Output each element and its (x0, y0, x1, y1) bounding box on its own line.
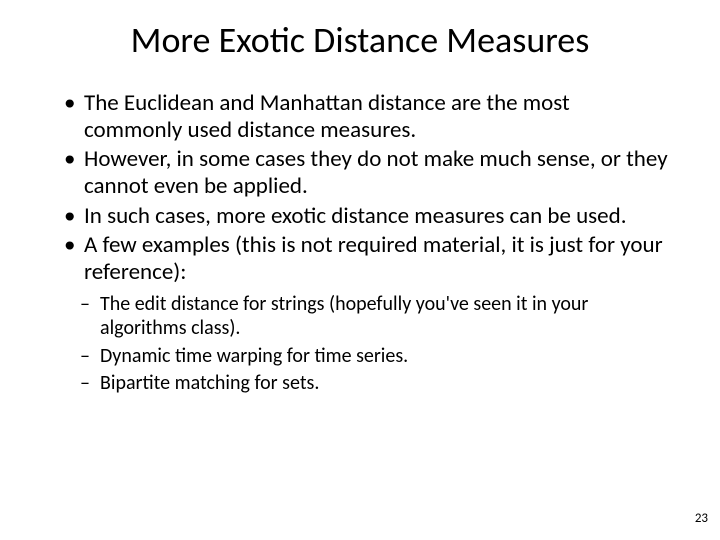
slide-title: More Exotic Distance Measures (50, 18, 670, 62)
sub-bullet-item: The edit distance for strings (hopefully… (80, 292, 670, 341)
page-number: 23 (695, 511, 708, 526)
bullet-item: However, in some cases they do not make … (62, 146, 670, 200)
bullet-item: A few examples (this is not required mat… (62, 232, 670, 286)
bullet-item: In such cases, more exotic distance meas… (62, 203, 670, 230)
slide-container: More Exotic Distance Measures The Euclid… (0, 0, 720, 418)
bullet-item: The Euclidean and Manhattan distance are… (62, 90, 670, 144)
main-bullet-list: The Euclidean and Manhattan distance are… (50, 90, 670, 286)
sub-bullet-item: Bipartite matching for sets. (80, 371, 670, 395)
sub-bullet-item: Dynamic time warping for time series. (80, 344, 670, 368)
sub-bullet-list: The edit distance for strings (hopefully… (50, 292, 670, 396)
